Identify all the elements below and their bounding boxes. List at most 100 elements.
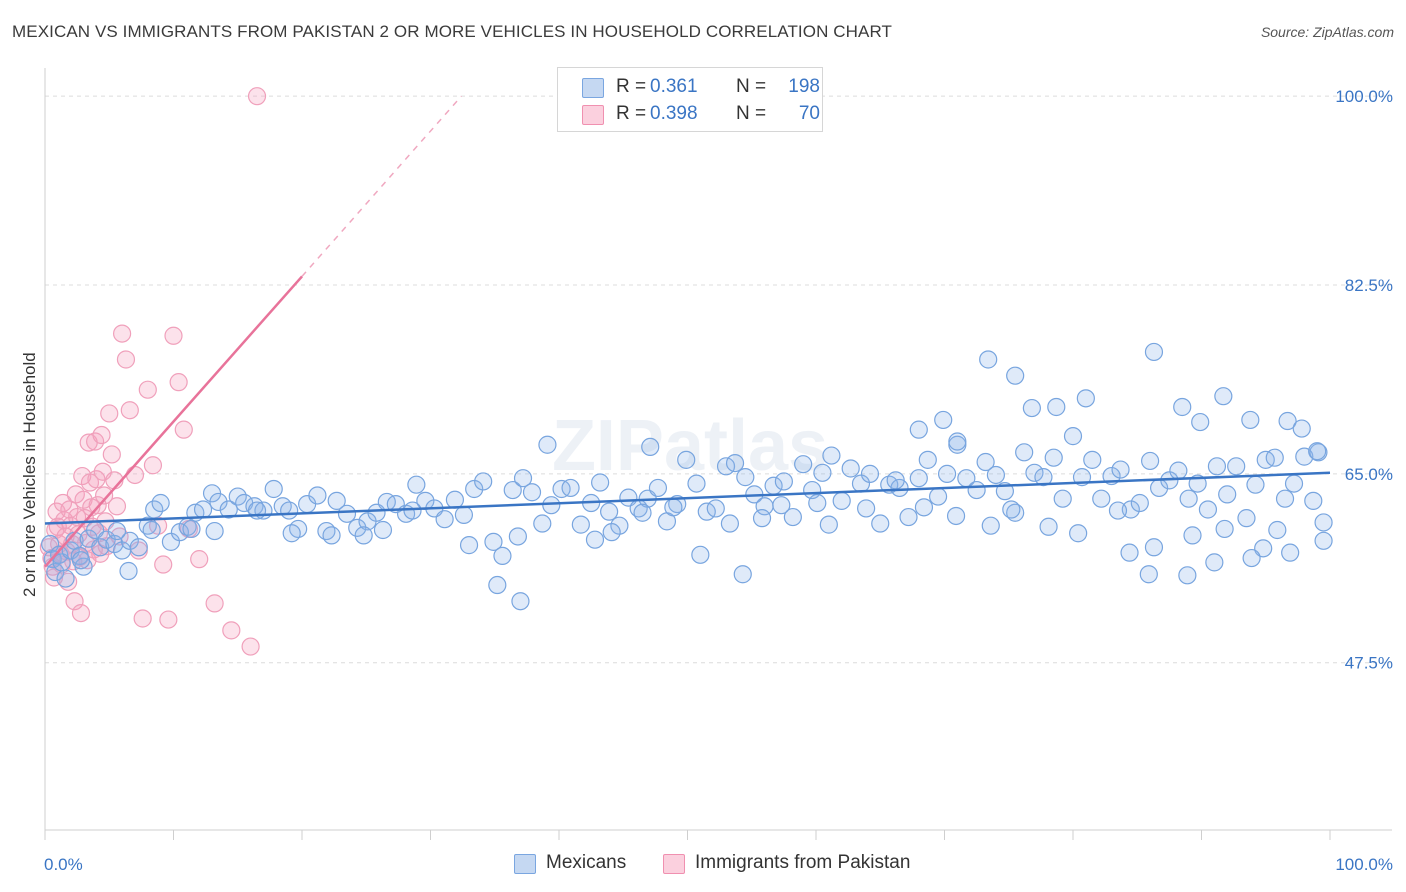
mexicans-point xyxy=(909,420,928,439)
mexicans-point xyxy=(979,350,998,369)
mexicans-point xyxy=(986,465,1006,485)
mexicans-point xyxy=(542,496,561,515)
mexicans-point xyxy=(1214,387,1233,406)
mexicans-point xyxy=(774,472,793,491)
mexicans-point xyxy=(1309,443,1328,462)
pakistan-point xyxy=(169,373,188,392)
mexicans-point xyxy=(808,493,827,513)
mexicans-point xyxy=(720,514,740,533)
pakistan-point xyxy=(143,456,163,475)
series-legend: Mexicans Immigrants from Pakistan xyxy=(0,852,1406,878)
mexicans-point xyxy=(533,514,552,533)
mexicans-point xyxy=(71,551,91,570)
mexicans-point xyxy=(1275,489,1295,508)
mexicans-point xyxy=(454,505,474,524)
mexicans-point xyxy=(706,499,725,518)
mexicans-point xyxy=(772,496,791,515)
mexicans-point xyxy=(1207,457,1227,476)
mexicans-point xyxy=(1227,457,1246,476)
pakistan-point xyxy=(74,490,93,509)
mexicans-point xyxy=(1246,475,1265,494)
mexicans-point xyxy=(1191,412,1210,432)
correlation-legend: R = 0.361 N = 198 R = 0.398 N = 70 xyxy=(557,67,823,132)
mexicans-point xyxy=(474,472,493,491)
pakistan-point xyxy=(247,87,267,106)
y-tick-label: 47.5% xyxy=(1345,654,1393,673)
mexicans-point xyxy=(1121,500,1140,519)
mexicans-point xyxy=(937,464,957,483)
mexicans-point xyxy=(600,502,619,521)
pakistan-point xyxy=(222,621,241,640)
mexicans-point xyxy=(1215,519,1234,539)
pakistan-point xyxy=(59,572,78,591)
mexicans-point xyxy=(934,410,953,430)
y-tick-label: 82.5% xyxy=(1345,276,1393,295)
pakistan-point xyxy=(154,555,173,574)
mexicans-point xyxy=(1069,524,1088,543)
mexicans-point xyxy=(1198,500,1218,519)
mexicans-point xyxy=(871,514,890,533)
mexicans-point xyxy=(602,523,621,542)
mexicans-point xyxy=(967,480,986,500)
mexicans-point xyxy=(459,536,479,555)
legend-n-label: N = xyxy=(736,76,767,97)
pakistan-point xyxy=(60,500,79,519)
mexicans-point xyxy=(1039,517,1058,536)
pakistan-point xyxy=(102,445,121,464)
mexicans-point xyxy=(1140,451,1160,471)
y-axis-label: 2 or more Vehicles in Household xyxy=(20,352,39,597)
mexicans-point xyxy=(909,469,928,488)
pakistan-point xyxy=(138,380,157,399)
pakistan-points xyxy=(39,87,267,656)
mexicans-point xyxy=(327,491,346,510)
source-label: Source: ZipAtlas.com xyxy=(1260,24,1394,40)
mexicans-point xyxy=(819,515,838,534)
x-tick-label: 0.0% xyxy=(44,855,83,874)
mexicans-point xyxy=(832,491,851,510)
mexicans-point xyxy=(205,521,224,541)
mexicans-point xyxy=(264,479,283,499)
mexicans-point xyxy=(1284,474,1304,493)
pakistan-point xyxy=(116,350,136,369)
legend-label-mexicans: Mexicans xyxy=(546,852,627,873)
mexicans-point xyxy=(752,509,772,528)
legend-swatch-blue xyxy=(514,854,536,874)
mexicans-point xyxy=(571,515,590,534)
mexicans-point xyxy=(687,474,706,493)
mexicans-point xyxy=(322,526,341,545)
mexicans-point xyxy=(1237,509,1256,528)
mexicans-point xyxy=(107,521,127,541)
mexicans-point xyxy=(435,510,454,529)
mexicans-point xyxy=(513,469,533,488)
legend-swatch-blue xyxy=(582,78,604,98)
mexicans-point xyxy=(981,516,1000,535)
pakistan-point xyxy=(95,486,114,505)
mexicans-point xyxy=(142,520,161,540)
mexicans-point xyxy=(691,545,710,564)
pakistan-point xyxy=(100,404,119,423)
mexicans-point xyxy=(1254,539,1273,558)
mexicans-point xyxy=(488,575,507,595)
mexicans-point xyxy=(119,561,138,581)
mexicans-point xyxy=(1183,526,1202,545)
mexicans-point xyxy=(813,463,832,482)
mexicans-point xyxy=(1092,489,1111,508)
axes xyxy=(44,68,1392,840)
y-tick-label: 65.0% xyxy=(1345,465,1393,484)
mexicans-point xyxy=(403,501,422,520)
mexicans-point xyxy=(1173,397,1192,417)
pakistan-point xyxy=(92,425,111,445)
mexicans-point xyxy=(182,519,201,539)
mexicans-point xyxy=(841,459,860,478)
mexicans-point xyxy=(1241,410,1260,430)
pakistan-point xyxy=(174,420,193,439)
pakistan-point xyxy=(159,610,178,629)
mexicans-point xyxy=(946,506,966,526)
pakistan-point xyxy=(190,550,209,569)
mexicans-point xyxy=(1144,538,1164,557)
pakistan-point xyxy=(86,432,105,451)
y-tick-label: 100.0% xyxy=(1335,87,1393,106)
pakistan-point xyxy=(107,497,127,516)
mexicans-point xyxy=(219,500,238,519)
